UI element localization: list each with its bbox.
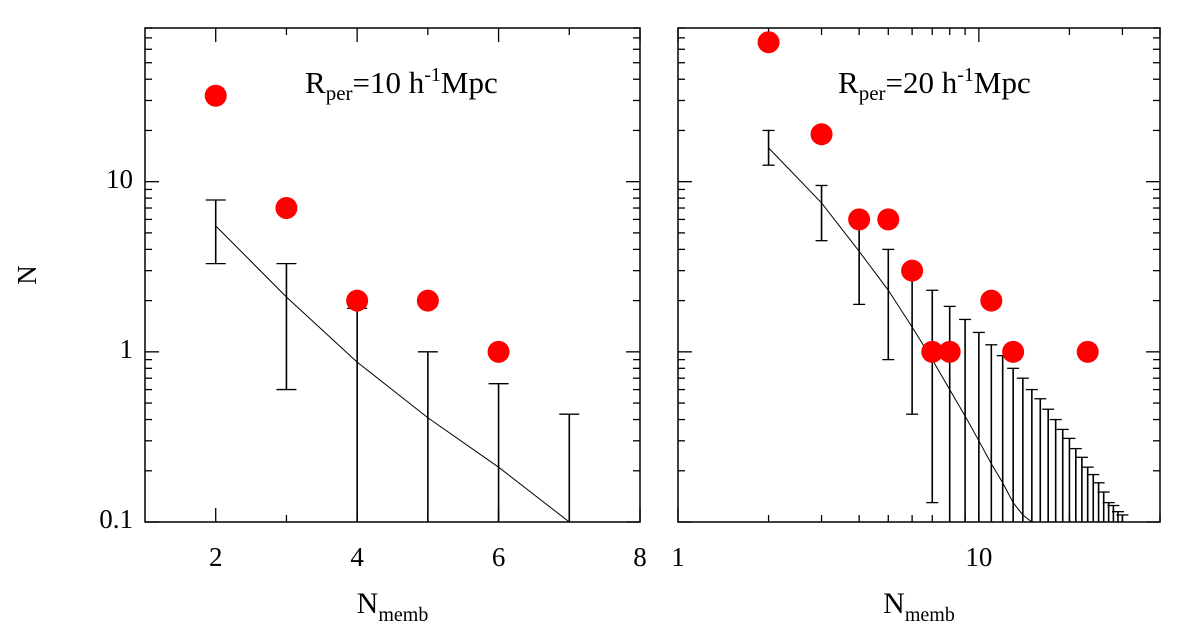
plot-frame bbox=[677, 27, 1161, 523]
x-label-base: N bbox=[883, 587, 905, 620]
x-tick-label: 10 bbox=[965, 542, 992, 572]
model-line bbox=[768, 147, 1033, 522]
annotation: Rper=10 h-1Mpc bbox=[305, 64, 498, 105]
ann-sub: per bbox=[326, 81, 353, 105]
panel: 1 10 Nmemb Rper=20 h-1Mpc bbox=[671, 27, 1161, 626]
x-tick-label: 2 bbox=[209, 542, 223, 572]
data-point bbox=[938, 340, 961, 363]
plot-area bbox=[205, 199, 580, 522]
x-axis-label: Nmemb bbox=[883, 587, 955, 626]
data-point bbox=[877, 208, 900, 231]
data-point bbox=[921, 340, 944, 363]
x-axis-label: Nmemb bbox=[357, 587, 429, 626]
data-point bbox=[416, 289, 439, 312]
x-tick-label: 8 bbox=[633, 542, 647, 572]
y-axis-label: N bbox=[12, 265, 42, 285]
y-tick-label: 0.1 bbox=[99, 504, 133, 534]
model-line bbox=[215, 225, 570, 522]
y-tick-label: 1 bbox=[120, 334, 134, 364]
annotation: Rper=20 h-1Mpc bbox=[838, 64, 1031, 105]
ann-base: R bbox=[305, 65, 326, 100]
y-tick-label: 10 bbox=[106, 164, 133, 194]
data-point bbox=[204, 84, 227, 107]
x-tick-label: 1 bbox=[671, 542, 685, 572]
data-point bbox=[901, 259, 924, 282]
ann-sup: -1 bbox=[424, 64, 441, 86]
data-point bbox=[980, 289, 1003, 312]
x-tick-label: 4 bbox=[350, 542, 364, 572]
plot-area bbox=[762, 129, 1129, 522]
plot-frame bbox=[144, 27, 641, 523]
ann-base: R bbox=[838, 65, 859, 100]
ann-end: Mpc bbox=[441, 65, 498, 100]
data-point bbox=[848, 208, 871, 231]
x-tick-label: 6 bbox=[492, 542, 506, 572]
x-label-sub: memb bbox=[378, 604, 428, 626]
data-point bbox=[1002, 340, 1025, 363]
data-point bbox=[757, 31, 780, 54]
ann-sub: per bbox=[859, 81, 886, 105]
data-point bbox=[346, 289, 369, 312]
data-point bbox=[275, 197, 298, 220]
data-point bbox=[810, 123, 833, 146]
x-label-sub: memb bbox=[905, 604, 955, 626]
ann-sup: -1 bbox=[957, 64, 974, 86]
ann-mid: =20 h bbox=[886, 65, 958, 100]
data-point bbox=[1076, 340, 1099, 363]
x-label-base: N bbox=[357, 587, 379, 620]
ann-mid: =10 h bbox=[353, 65, 425, 100]
ann-end: Mpc bbox=[974, 65, 1031, 100]
data-point bbox=[487, 340, 510, 363]
